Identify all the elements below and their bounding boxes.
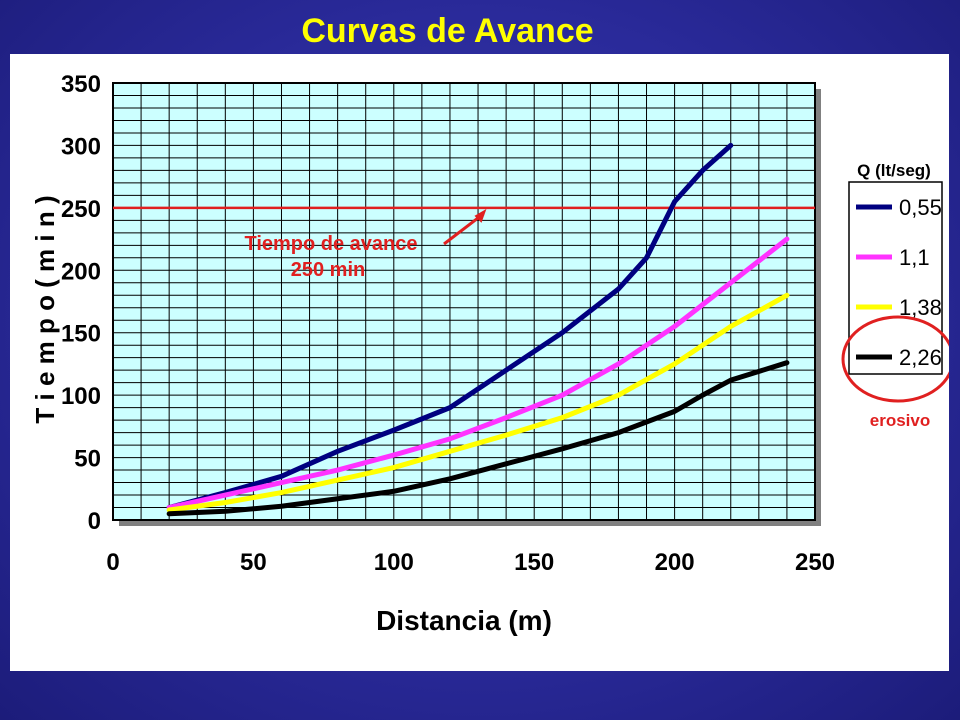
y-tick-label: 100 <box>61 383 101 410</box>
y-tick-label: 300 <box>61 133 101 160</box>
x-tick-label: 150 <box>514 549 554 576</box>
plot-area <box>112 82 821 526</box>
y-tick-label: 350 <box>61 71 101 98</box>
series-group <box>166 142 790 517</box>
y-tick-label: 200 <box>61 258 101 285</box>
y-tick-label: 150 <box>61 321 101 348</box>
x-tick-label: 250 <box>795 549 835 576</box>
annotation-arrow-line <box>443 212 485 246</box>
annotation-line1: Tiempo de avance <box>244 233 417 255</box>
x-tick-label: 50 <box>240 549 267 576</box>
highlight-group: erosivo <box>841 315 949 430</box>
annotation-group: Tiempo de avance 250 min <box>244 208 487 281</box>
highlight-label: erosivo <box>870 411 930 430</box>
legend-label: 2,26 <box>899 345 942 370</box>
slide-title: Curvas de Avance <box>301 12 594 50</box>
y-tick-label: 250 <box>61 196 101 223</box>
x-tick-label: 100 <box>374 549 414 576</box>
series-line <box>166 292 790 513</box>
legend-label: 0,55 <box>899 195 942 220</box>
advance-curves-chart: 0 50 100 150 200 250 300 350 0 50 100 150 200 250 Dis… <box>30 71 949 636</box>
legend-label: 1,38 <box>899 295 942 320</box>
x-tick-label: 0 <box>106 549 119 576</box>
series-line <box>166 236 790 511</box>
series-line <box>166 360 790 517</box>
x-axis-title: Distancia (m) <box>376 605 552 636</box>
tick-labels: 0 50 100 150 200 250 300 350 0 50 100 150 200 250 <box>61 71 835 576</box>
annotation-line2: 250 min <box>291 259 365 281</box>
y-tick-label: 0 <box>88 508 101 535</box>
legend-title: Q (lt/seg) <box>857 161 931 180</box>
y-axis-title: T i e m p o ( m i n ) <box>30 195 60 423</box>
y-tick-label: 50 <box>74 446 101 473</box>
plot-frame <box>112 82 816 521</box>
legend: Q (lt/seg) 0,55 1,1 1,38 2,26 <box>848 161 943 375</box>
highlight-circle <box>841 315 949 403</box>
legend-label: 1,1 <box>899 245 930 270</box>
legend-box <box>848 181 943 375</box>
x-tick-label: 200 <box>655 549 695 576</box>
annotation-arrowhead <box>474 208 487 223</box>
series-line <box>166 142 734 511</box>
